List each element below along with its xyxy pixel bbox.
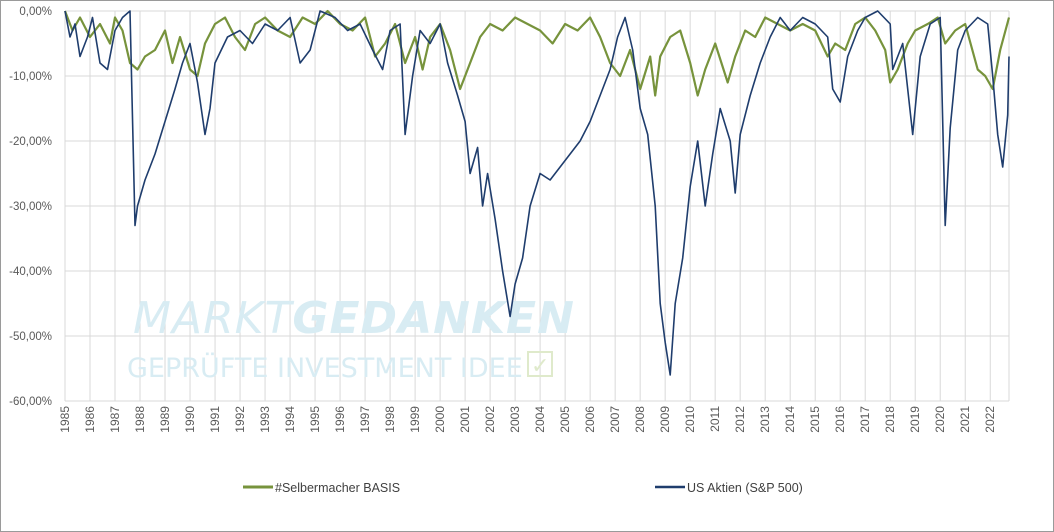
series-layer	[63, 9, 1011, 376]
x-tick-label: 1989	[158, 406, 172, 433]
watermark-title-part1: MARKT	[133, 293, 294, 344]
legend-item-sp500[interactable]: US Aktien (S&P 500)	[655, 481, 803, 495]
x-tick-label: 1988	[133, 406, 147, 433]
x-tick-label: 2009	[658, 406, 672, 433]
x-tick-label: 1990	[183, 406, 197, 433]
x-tick-label: 2002	[483, 406, 497, 433]
y-tick-label: -30,00%	[9, 201, 52, 213]
legend-item-selbermacher[interactable]: #Selbermacher BASIS	[243, 481, 400, 495]
y-tick-label: -50,00%	[9, 331, 52, 343]
x-tick-label: 2000	[433, 406, 447, 433]
x-tick-label: 1987	[108, 406, 122, 433]
x-tick-label: 2010	[683, 406, 697, 433]
x-tick-label: 1986	[83, 406, 97, 433]
x-tick-label: 1992	[233, 406, 247, 433]
x-tick-label: 1985	[58, 406, 72, 433]
y-tick-label: -40,00%	[9, 266, 52, 278]
x-tick-label: 2017	[858, 406, 872, 433]
x-tick-label: 1993	[258, 406, 272, 433]
y-axis: 0,00% -10,00% -20,00% -30,00% -40,00% -50,00%…	[9, 6, 52, 408]
x-tick-label: 1991	[208, 406, 222, 433]
y-tick-label: -60,00%	[9, 396, 52, 408]
x-tick-label: 2005	[558, 406, 572, 433]
x-tick-label: 2013	[758, 406, 772, 433]
watermark-check-icon: ✓	[531, 353, 549, 378]
legend-label-selbermacher: #Selbermacher BASIS	[275, 481, 400, 495]
watermark-subtitle: GEPRÜFTE INVESTMENT IDEE	[127, 352, 523, 384]
y-tick-label: 0,00%	[19, 6, 52, 18]
x-tick-label: 2001	[458, 406, 472, 433]
x-tick-label: 2006	[583, 406, 597, 433]
x-tick-label: 2003	[508, 406, 522, 433]
x-tick-label: 1995	[308, 406, 322, 433]
watermark-title: MARKTGEDANKEN	[133, 293, 575, 344]
legend-label-sp500: US Aktien (S&P 500)	[687, 481, 803, 495]
x-tick-label: 1999	[408, 406, 422, 433]
grid	[64, 10, 1010, 402]
legend: #Selbermacher BASIS US Aktien (S&P 500)	[243, 481, 803, 495]
y-tick-label: -10,00%	[9, 71, 52, 83]
y-tick-label: -20,00%	[9, 136, 52, 148]
x-tick-label: 2014	[783, 406, 797, 433]
x-tick-label: 2007	[608, 406, 622, 433]
x-tick-label: 1997	[358, 406, 372, 433]
series-line-selbermacher	[63, 9, 1011, 97]
watermark-checkbox-icon	[527, 351, 553, 377]
x-tick-label: 2022	[983, 406, 997, 433]
x-tick-label: 2011	[708, 406, 722, 432]
x-tick-label: 1998	[383, 406, 397, 433]
x-tick-label: 2020	[933, 406, 947, 433]
x-tick-label: 2019	[908, 406, 922, 433]
series-line-sp500	[64, 10, 1010, 376]
x-tick-label: 2012	[733, 406, 747, 433]
x-tick-label: 2016	[833, 406, 847, 433]
x-axis: 1985 1986 1987 1988 1989 1990 1991 1992 1993 1994…	[58, 406, 997, 433]
watermark: MARKTGEDANKEN GEPRÜFTE INVESTMENT IDEE ✓	[127, 293, 575, 384]
x-tick-label: 2021	[958, 406, 972, 433]
x-tick-label: 2004	[533, 406, 547, 433]
x-tick-label: 2008	[633, 406, 647, 433]
x-tick-label: 1996	[333, 406, 347, 433]
watermark-title-part2: GEDANKEN	[292, 293, 575, 344]
x-tick-label: 1994	[283, 406, 297, 433]
x-tick-label: 2015	[808, 406, 822, 433]
x-tick-label: 2018	[883, 406, 897, 433]
